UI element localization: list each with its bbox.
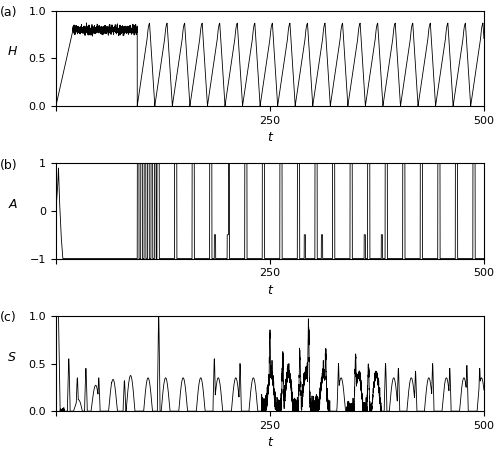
X-axis label: t: t <box>268 436 272 450</box>
Y-axis label: S: S <box>8 350 16 364</box>
Text: (a): (a) <box>0 6 18 19</box>
Text: (b): (b) <box>0 158 18 172</box>
X-axis label: t: t <box>268 284 272 297</box>
Y-axis label: A: A <box>9 198 18 211</box>
X-axis label: t: t <box>268 131 272 144</box>
Text: (c): (c) <box>0 311 17 324</box>
Y-axis label: H: H <box>7 46 16 58</box>
